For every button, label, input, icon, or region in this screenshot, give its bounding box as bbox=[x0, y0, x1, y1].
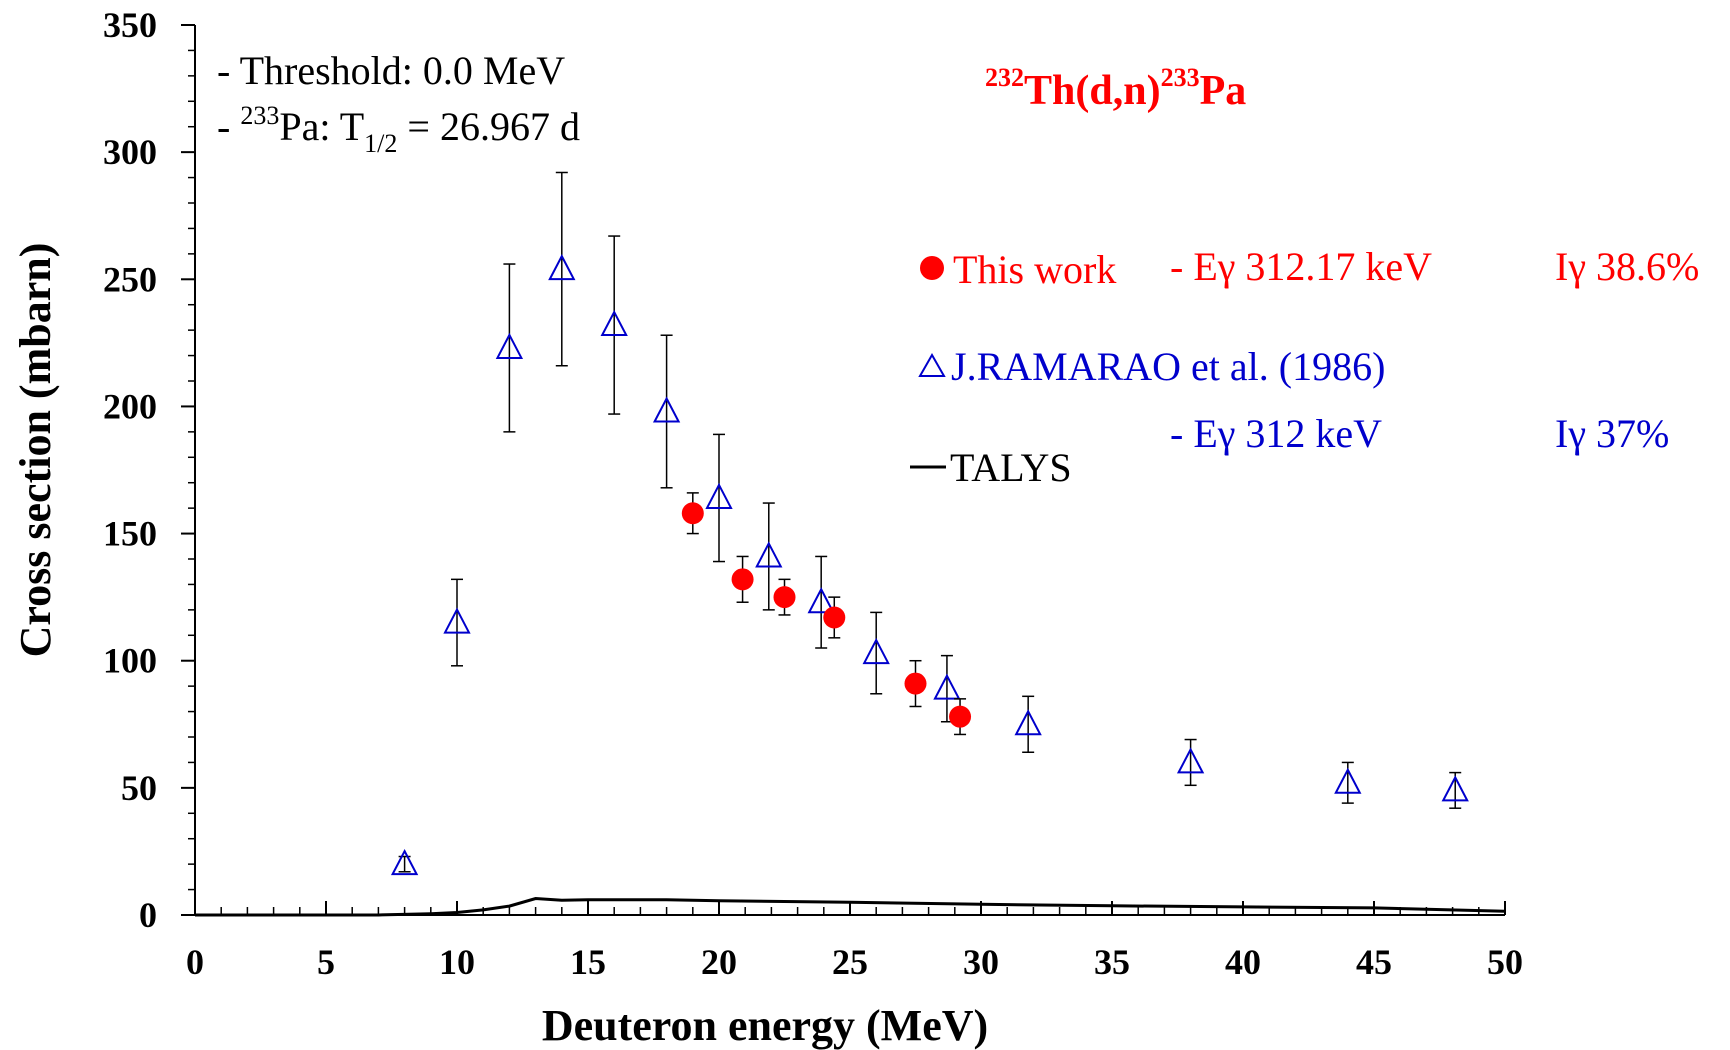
halflife-sub: 1/2 bbox=[364, 129, 397, 158]
halflife-nuclide: Pa: T bbox=[279, 104, 364, 149]
x-tick-label: 50 bbox=[1487, 942, 1523, 982]
legend-entry-talys: TALYS bbox=[910, 445, 1072, 490]
reaction-product: Pa bbox=[1200, 68, 1247, 114]
talys-series bbox=[195, 896, 1506, 917]
talys-curve bbox=[195, 896, 1506, 917]
this-work-point bbox=[681, 502, 704, 525]
reaction-label: 232Th(d,n)233Pa bbox=[985, 63, 1246, 114]
y-axis-title: Cross section (mbarn) bbox=[11, 243, 60, 658]
y-tick-label: 150 bbox=[103, 514, 157, 554]
halflife-value: = 26.967 d bbox=[397, 104, 580, 149]
ramarao-series bbox=[390, 171, 1469, 876]
legend-entry-this-work: This work - Eγ 312.17 keV Iγ 38.6% bbox=[920, 244, 1699, 292]
halflife-text: - 233Pa: T1/2 = 26.967 d bbox=[217, 101, 580, 158]
ramarao-point bbox=[652, 396, 681, 423]
threshold-text: - Threshold: 0.0 MeV bbox=[217, 48, 565, 93]
y-tick-label: 0 bbox=[139, 895, 157, 935]
y-tick-label: 100 bbox=[103, 641, 157, 681]
x-tick-label: 5 bbox=[317, 942, 335, 982]
ramarao-point bbox=[600, 309, 628, 337]
ramarao-point bbox=[1441, 775, 1469, 802]
y-tick-label: 300 bbox=[103, 132, 157, 172]
ramarao-point bbox=[443, 607, 471, 634]
ramarao-point bbox=[1334, 767, 1362, 794]
halflife-prefix: - bbox=[217, 104, 240, 149]
ramarao-point bbox=[807, 587, 835, 614]
x-tick-label: 30 bbox=[963, 942, 999, 982]
ramarao-point bbox=[755, 541, 783, 568]
x-tick-label: 40 bbox=[1225, 942, 1261, 982]
ramarao-point bbox=[862, 637, 890, 665]
y-tick-label: 50 bbox=[121, 768, 157, 808]
x-tick-label: 10 bbox=[439, 942, 475, 982]
halflife-mass: 233 bbox=[240, 101, 279, 130]
legend-label-this-work: This work bbox=[953, 247, 1116, 292]
legend-marker-ramarao bbox=[918, 352, 946, 377]
x-axis-title: Deuteron energy (MeV) bbox=[542, 1001, 988, 1050]
legend-label-talys: TALYS bbox=[950, 445, 1072, 490]
x-tick-label: 45 bbox=[1356, 942, 1392, 982]
legend-label-ramarao: J.RAMARAO et al. (1986) bbox=[951, 344, 1385, 389]
x-tick-label: 15 bbox=[570, 942, 606, 982]
x-tick-label: 25 bbox=[832, 942, 868, 982]
x-tick-labels: 0 5 10 15 20 25 30 35 40 45 50 bbox=[186, 942, 1523, 982]
this-work-point bbox=[823, 606, 846, 629]
x-tick-label: 20 bbox=[701, 942, 737, 982]
legend-marker-this-work bbox=[920, 256, 944, 280]
y-tick-label: 250 bbox=[103, 259, 157, 299]
this-work-point bbox=[949, 705, 972, 728]
ramarao-point bbox=[933, 673, 961, 700]
ramarao-point bbox=[705, 482, 733, 509]
ramarao-point bbox=[1176, 747, 1205, 774]
x-tick-label: 35 bbox=[1094, 942, 1130, 982]
ramarao-point bbox=[390, 848, 419, 876]
ramarao-point bbox=[548, 253, 576, 281]
y-tick-label: 350 bbox=[103, 5, 157, 45]
reaction-target: Th(d,n) bbox=[1024, 68, 1161, 114]
this-work-point bbox=[731, 568, 754, 591]
legend-detail-this-work: - Eγ 312.17 keV bbox=[1170, 244, 1432, 289]
legend: This work - Eγ 312.17 keV Iγ 38.6% J.RAM… bbox=[910, 244, 1699, 490]
reaction-target-mass: 232 bbox=[985, 63, 1024, 92]
x-tick-label: 0 bbox=[186, 942, 204, 982]
y-tick-labels: 0 50 100 150 200 250 300 350 bbox=[103, 5, 157, 935]
this-work-point bbox=[904, 672, 927, 695]
y-tick-label: 200 bbox=[103, 386, 157, 426]
this-work-point bbox=[773, 586, 796, 609]
reaction-product-mass: 233 bbox=[1161, 63, 1200, 92]
legend-intensity-this-work: Iγ 38.6% bbox=[1555, 244, 1699, 289]
ramarao-point bbox=[1014, 709, 1042, 736]
legend-detail-ramarao: - Eγ 312 keV bbox=[1170, 411, 1382, 456]
legend-entry-ramarao: J.RAMARAO et al. (1986) - Eγ 312 keV Iγ … bbox=[918, 344, 1669, 456]
ramarao-point bbox=[495, 332, 524, 359]
this-work-series bbox=[681, 492, 972, 736]
legend-intensity-ramarao: Iγ 37% bbox=[1555, 411, 1669, 456]
